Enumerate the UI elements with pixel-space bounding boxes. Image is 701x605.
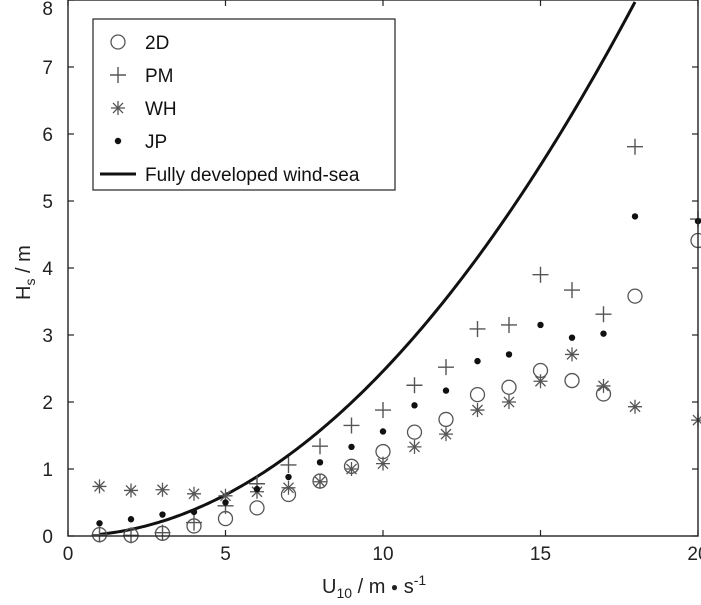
- point-pm-7: [312, 438, 328, 455]
- y-label-sub: s: [22, 279, 38, 286]
- y-tick-label-1: 1: [42, 460, 53, 481]
- x-tick-label-5: 5: [220, 544, 231, 565]
- y-tick-label-2: 2: [42, 393, 53, 414]
- point-jp-4: [222, 499, 229, 506]
- y-label-rest: / m: [13, 245, 35, 278]
- legend-swatches: [100, 34, 136, 176]
- point-wh-15: [565, 347, 579, 362]
- x-label-dot: ●: [391, 580, 398, 594]
- point-jp-5: [253, 485, 261, 493]
- point-jp-12: [474, 357, 481, 365]
- y-tick-label-7: 7: [42, 58, 53, 79]
- point-jp-1: [127, 516, 135, 523]
- point-jp-15: [568, 334, 576, 341]
- x-tick-label-20: 20: [687, 544, 701, 565]
- curve-layer: [99, 1, 637, 536]
- y-tick-label-4: 4: [42, 259, 53, 280]
- point-2d-5: [249, 500, 265, 516]
- legend-label-jp: JP: [145, 132, 167, 153]
- point-pm-12: [469, 320, 486, 337]
- point-2d-12: [469, 386, 486, 403]
- y-tick-label-5: 5: [42, 192, 53, 213]
- x-label-rest: / m: [352, 576, 391, 598]
- point-pm-17: [627, 138, 643, 155]
- legend-swatch-pm: [110, 67, 126, 83]
- point-2d-13: [501, 379, 517, 395]
- legend-label-fully-developed: Fully developed wind-sea: [145, 165, 360, 186]
- point-wh-4: [218, 488, 233, 503]
- point-pm-0: [91, 526, 108, 543]
- point-wh-17: [628, 399, 642, 414]
- point-jp-14: [537, 321, 544, 329]
- point-jp-9: [379, 428, 387, 435]
- point-pm-16: [595, 306, 612, 323]
- point-wh-8: [344, 462, 359, 476]
- legend-swatch-wh: [111, 101, 125, 115]
- point-jp-2: [159, 511, 166, 518]
- point-pm-14: [532, 266, 549, 283]
- y-tick-label-8: 8: [42, 0, 53, 20]
- point-wh-14: [533, 374, 548, 389]
- point-wh-11: [439, 427, 453, 442]
- point-wh-2: [155, 482, 170, 497]
- legend-label-pm: PM: [145, 66, 174, 87]
- point-wh-9: [376, 456, 390, 471]
- point-jp-6: [285, 473, 292, 481]
- point-2d-10: [406, 424, 423, 440]
- legend-label-wh: WH: [145, 99, 177, 120]
- legend-box: [92, 18, 396, 191]
- point-2d-15: [564, 372, 580, 389]
- point-jp-11: [442, 387, 450, 394]
- point-wh-7: [313, 474, 327, 489]
- point-wh-3: [187, 486, 201, 501]
- point-pm-2: [154, 524, 171, 541]
- x-tick-label-10: 10: [372, 544, 393, 565]
- y-tick-label-6: 6: [42, 125, 53, 146]
- point-wh-16: [596, 378, 611, 393]
- point-pm-3: [186, 514, 202, 531]
- point-wh-6: [281, 480, 296, 495]
- x-label-sup: -1: [414, 572, 427, 588]
- point-pm-13: [501, 316, 517, 333]
- x-tick-label-0: 0: [63, 544, 74, 565]
- point-wh-13: [502, 395, 516, 409]
- point-wh-1: [124, 483, 138, 498]
- tick-layer: 0 5 10 15 20 0 1 2 3 4 5 6 7 8: [42, 0, 701, 565]
- point-jp-7: [316, 459, 324, 466]
- point-pm-11: [438, 359, 454, 376]
- point-jp-0: [96, 520, 103, 527]
- point-jp-17: [631, 213, 639, 220]
- x-tick-label-15: 15: [530, 544, 551, 565]
- point-pm-8: [343, 417, 360, 434]
- point-jp-13: [505, 351, 513, 358]
- x-label-base: U: [322, 576, 336, 598]
- legend-swatch-2d: [110, 34, 126, 50]
- point-jp-10: [411, 402, 418, 409]
- y-tick-label-3: 3: [42, 326, 53, 347]
- point-jp-16: [600, 330, 607, 337]
- point-pm-6: [280, 456, 297, 473]
- point-pm-9: [375, 402, 391, 419]
- point-wh-0: [92, 479, 107, 494]
- x-axis-label: U10 / m ● s-1: [322, 572, 426, 601]
- point-jp-3: [190, 508, 198, 516]
- point-jp-8: [348, 443, 355, 451]
- y-tick-label-0: 0: [42, 527, 53, 548]
- y-label-base: H: [13, 286, 35, 300]
- y-axis-label: Hs / m: [13, 245, 38, 300]
- point-pm-10: [406, 377, 423, 394]
- point-2d-17: [627, 288, 643, 304]
- point-pm-15: [564, 282, 580, 299]
- legend: 2D PM WH JP Fully developed wind-sea: [92, 18, 396, 191]
- fully-developed-wind-sea-curve: [99, 1, 637, 536]
- x-label-s: s: [398, 576, 414, 598]
- x-label-sub: 10: [336, 585, 352, 601]
- marker-layer: [91, 138, 701, 544]
- point-wh-12: [470, 403, 485, 418]
- legend-swatch-jp: [114, 137, 122, 145]
- point-2d-11: [438, 411, 454, 428]
- legend-label-2d: 2D: [145, 33, 169, 54]
- point-wh-10: [407, 439, 422, 454]
